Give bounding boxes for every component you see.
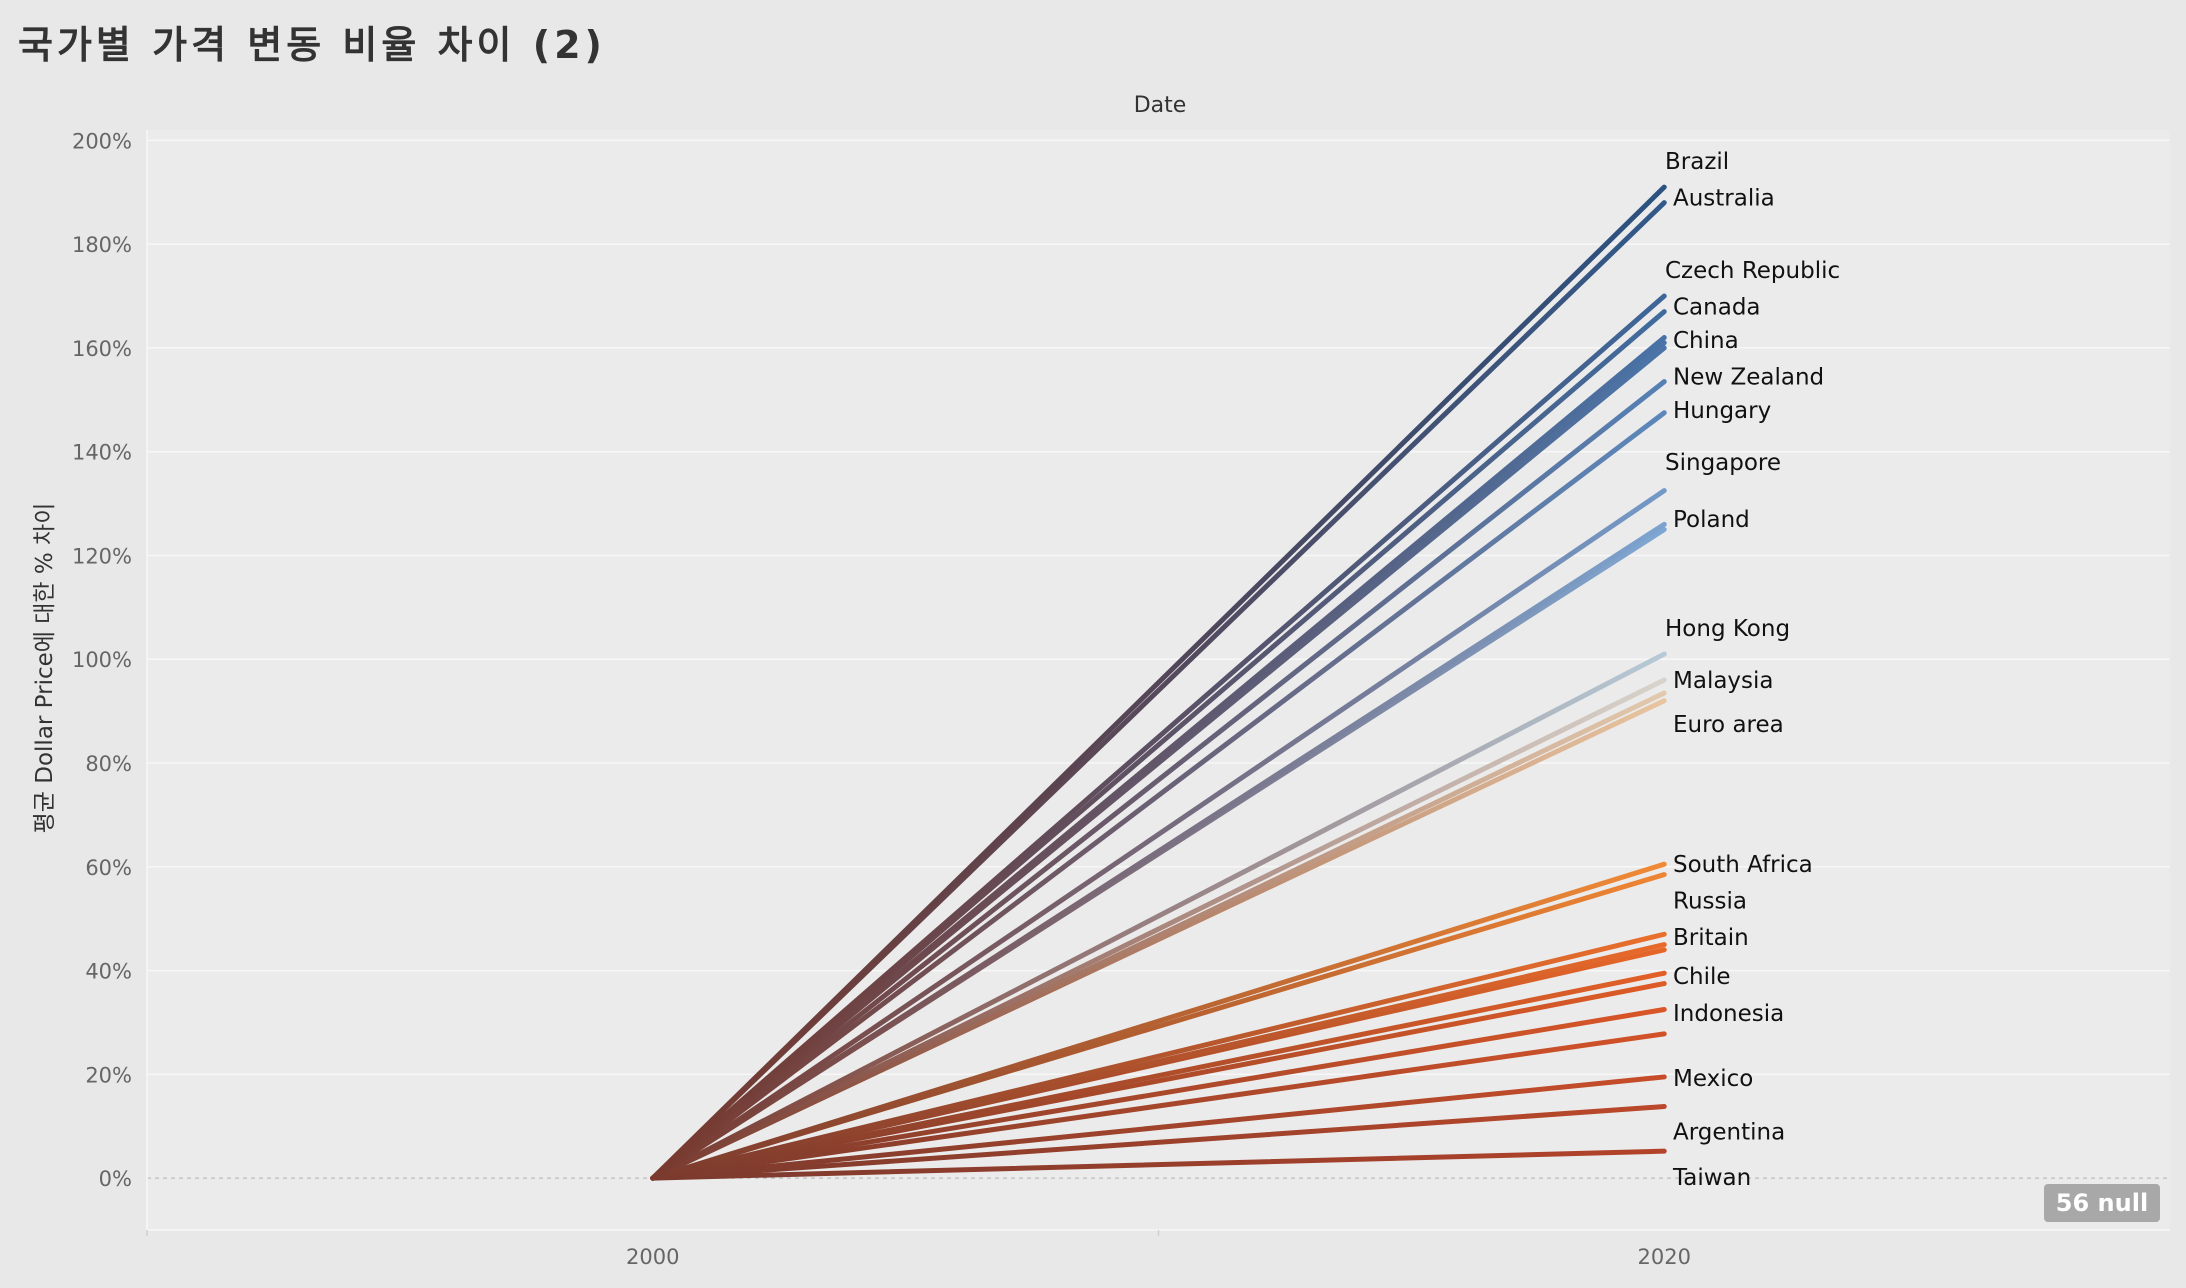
null-count-badge[interactable]: 56 null bbox=[2044, 1184, 2160, 1222]
y-tick-label: 120% bbox=[72, 544, 132, 568]
series-label-brazil: Brazil bbox=[1665, 149, 1729, 175]
series-label-taiwan: Taiwan bbox=[1672, 1165, 1751, 1191]
series-label-canada: Canada bbox=[1673, 294, 1761, 320]
series-line-hungary[interactable] bbox=[650, 410, 1667, 1181]
series-label-indonesia: Indonesia bbox=[1673, 1001, 1784, 1027]
y-tick-label: 80% bbox=[85, 752, 132, 776]
series-label-singapore: Singapore bbox=[1665, 450, 1781, 476]
series-line-britain[interactable] bbox=[650, 931, 1667, 1181]
y-tick-label: 0% bbox=[99, 1167, 132, 1191]
x-tick-label: 2000 bbox=[626, 1245, 679, 1269]
page-title: 국가별 가격 변동 비율 차이 (2) bbox=[18, 23, 606, 67]
x-axis-title: Date bbox=[1134, 93, 1187, 118]
series-lines bbox=[650, 184, 1667, 1181]
series-line-singapore[interactable] bbox=[650, 488, 1667, 1181]
series-label-australia: Australia bbox=[1673, 185, 1775, 211]
series-label-czech-republic: Czech Republic bbox=[1665, 258, 1840, 284]
series-label-malaysia: Malaysia bbox=[1673, 668, 1774, 694]
y-tick-label: 40% bbox=[85, 960, 132, 984]
series-label-chile: Chile bbox=[1673, 964, 1731, 990]
series-label-argentina: Argentina bbox=[1673, 1119, 1785, 1145]
series-line-brazil[interactable] bbox=[650, 184, 1667, 1181]
series-line-chile[interactable] bbox=[650, 970, 1667, 1181]
series-label-russia: Russia bbox=[1673, 889, 1747, 915]
series-label-mexico: Mexico bbox=[1673, 1066, 1753, 1092]
series-line-south-africa[interactable] bbox=[650, 861, 1667, 1181]
series-labels: Brazil Australia Czech Republic Canada China… bbox=[1665, 149, 1840, 1191]
series-line-indonesia[interactable] bbox=[650, 1006, 1667, 1181]
series-line-argentina[interactable] bbox=[650, 1104, 1667, 1181]
series-label-hungary: Hungary bbox=[1673, 398, 1771, 424]
series-label-euro-area: Euro area bbox=[1673, 712, 1784, 738]
series-label-hong-kong: Hong Kong bbox=[1665, 616, 1790, 642]
y-tick-label: 200% bbox=[72, 129, 132, 153]
series-label-poland: Poland bbox=[1673, 507, 1750, 533]
y-tick-label: 20% bbox=[85, 1063, 132, 1087]
series-line-taiwan[interactable] bbox=[650, 1148, 1667, 1181]
y-tick-label: 100% bbox=[72, 648, 132, 672]
series-line-poland[interactable] bbox=[650, 521, 1667, 1181]
series-label-britain: Britain bbox=[1673, 925, 1749, 951]
y-tick-label: 180% bbox=[72, 233, 132, 257]
series-line-hong-kong[interactable] bbox=[650, 651, 1667, 1181]
y-tick-label: 160% bbox=[72, 337, 132, 361]
series-label-south-africa: South Africa bbox=[1673, 852, 1813, 878]
axes: 0% 20% 40% 60% 80% 100% 120% 140% 160% 180% 200% 20… bbox=[72, 129, 2170, 1269]
series-line-new-zealand[interactable] bbox=[650, 379, 1667, 1181]
series-label-china: China bbox=[1673, 328, 1739, 354]
series-line-czech-republic[interactable] bbox=[650, 293, 1667, 1181]
series-line-malaysia[interactable] bbox=[650, 677, 1667, 1181]
y-axis-title: 평균 Dollar Price에 대한 % 차이 bbox=[32, 503, 58, 834]
y-tick-label: 140% bbox=[72, 441, 132, 465]
series-line[interactable] bbox=[650, 1031, 1667, 1181]
series-line-china[interactable] bbox=[650, 335, 1667, 1181]
x-tick-label: 2020 bbox=[1638, 1245, 1691, 1269]
y-tick-label: 60% bbox=[85, 856, 132, 880]
series-line-mexico[interactable] bbox=[650, 1074, 1667, 1181]
series-label-new-zealand: New Zealand bbox=[1673, 364, 1824, 390]
